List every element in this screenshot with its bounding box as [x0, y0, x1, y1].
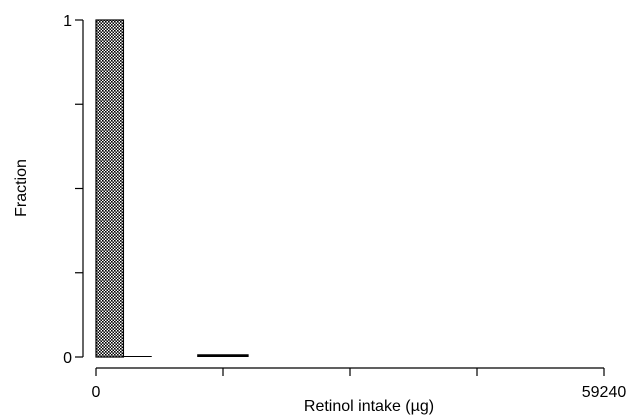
x-axis-label: Retinol intake (µg): [304, 398, 434, 415]
y-axis-label: Fraction: [13, 159, 30, 217]
bar-0: [95, 19, 125, 358]
x-tick-label-0: 0: [92, 384, 101, 401]
bars-group: [95, 19, 249, 358]
y-tick-label-0: 0: [63, 350, 72, 367]
y-tick-label-1: 1: [63, 13, 72, 30]
x-ticks-group: 0 59240: [92, 368, 627, 401]
x-tick-label-1: 59240: [582, 384, 627, 401]
y-ticks-group: 01: [63, 13, 83, 367]
